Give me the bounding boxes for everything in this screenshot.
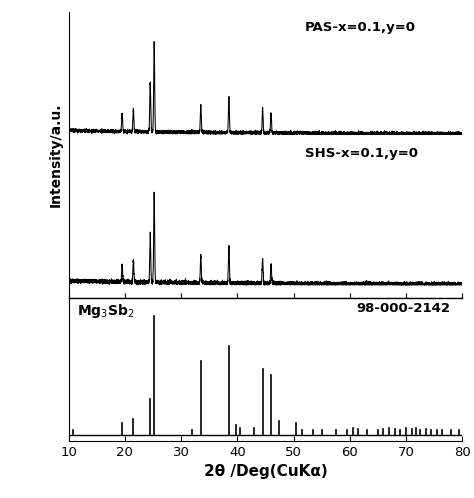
Text: Mg$_3$Sb$_2$: Mg$_3$Sb$_2$ — [77, 302, 134, 320]
X-axis label: 2θ /Deg(CuKα): 2θ /Deg(CuKα) — [203, 464, 328, 479]
Y-axis label: Intensity/a.u.: Intensity/a.u. — [49, 103, 63, 208]
Text: PAS-x=0.1,y=0: PAS-x=0.1,y=0 — [305, 21, 416, 34]
Text: 98-000-2142: 98-000-2142 — [356, 302, 450, 315]
Text: SHS-x=0.1,y=0: SHS-x=0.1,y=0 — [305, 146, 418, 160]
